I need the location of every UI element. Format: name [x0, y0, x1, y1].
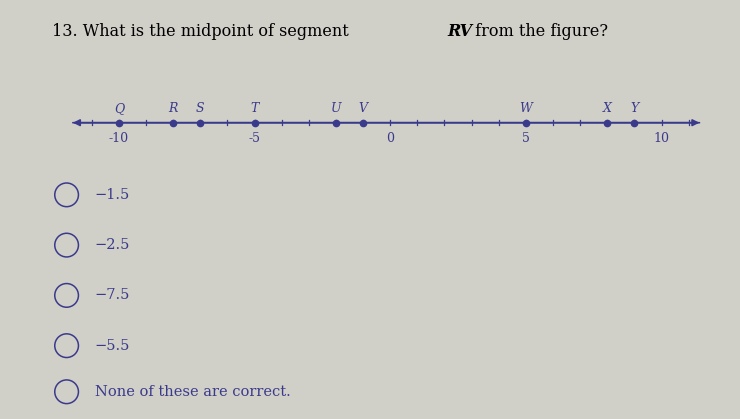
Text: R: R — [169, 102, 178, 115]
Text: −5.5: −5.5 — [95, 339, 130, 353]
Text: −2.5: −2.5 — [95, 238, 130, 252]
Text: W: W — [519, 102, 532, 115]
Text: V: V — [359, 102, 368, 115]
Text: Q: Q — [114, 102, 124, 115]
Text: T: T — [250, 102, 259, 115]
Text: X: X — [603, 102, 612, 115]
Text: −7.5: −7.5 — [95, 288, 130, 303]
Text: S: S — [196, 102, 204, 115]
Text: from the figure?: from the figure? — [470, 23, 608, 40]
Text: U: U — [331, 102, 341, 115]
Text: 10: 10 — [653, 132, 670, 145]
Text: -10: -10 — [109, 132, 129, 145]
Text: −1.5: −1.5 — [95, 188, 130, 202]
Text: Y: Y — [630, 102, 639, 115]
Text: RV: RV — [448, 23, 473, 40]
Text: 13. What is the midpoint of segment: 13. What is the midpoint of segment — [52, 23, 354, 40]
Text: 5: 5 — [522, 132, 530, 145]
Text: 0: 0 — [386, 132, 394, 145]
Text: None of these are correct.: None of these are correct. — [95, 385, 291, 399]
Text: -5: -5 — [249, 132, 260, 145]
